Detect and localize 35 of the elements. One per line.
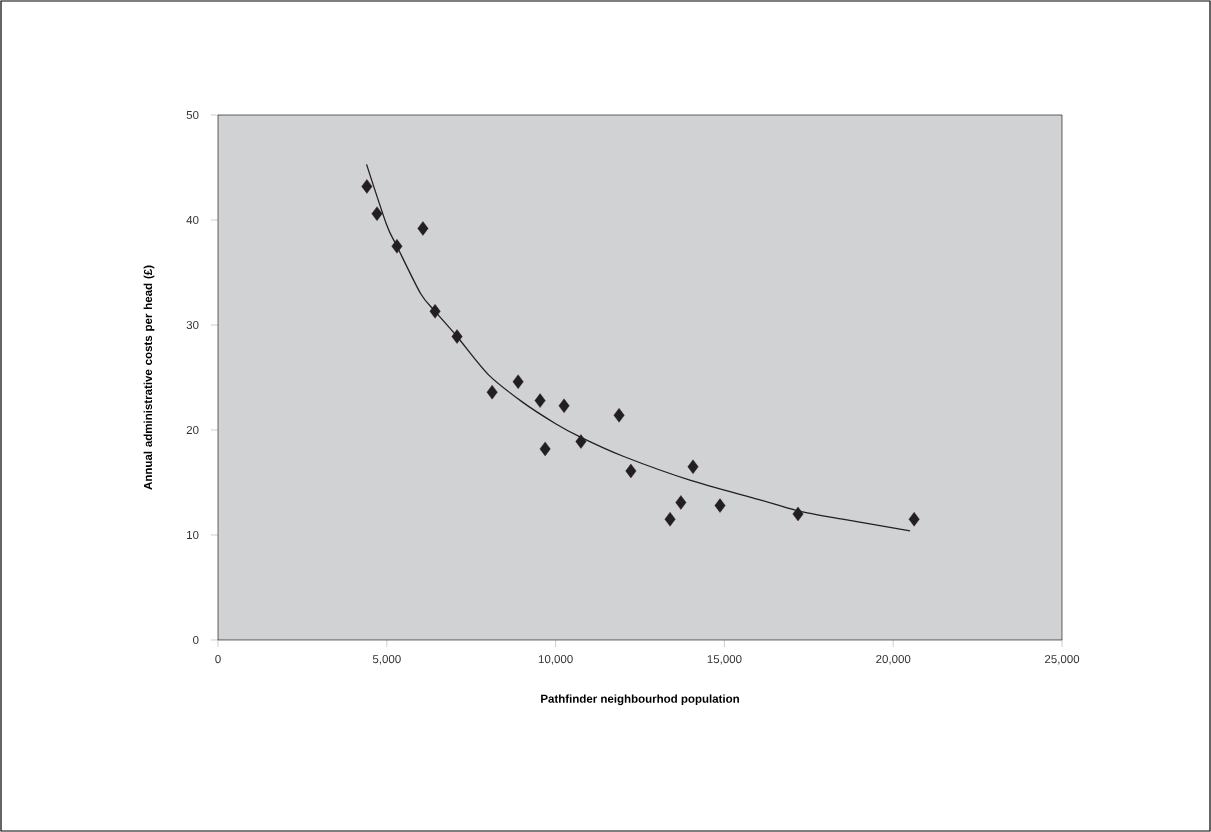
point [687,459,699,474]
x-tick-label: 0 [215,655,221,664]
line-series [365,163,911,532]
x-tick-label: 10,000 [538,655,573,665]
point [664,512,676,527]
point [512,374,524,389]
y-tick-label: 30 [186,320,199,330]
point [675,495,687,510]
point [534,393,546,408]
point [486,384,498,400]
y-tick-label: 20 [186,425,199,435]
point [558,398,570,414]
point [908,512,920,527]
point [391,239,403,254]
point [451,329,463,344]
x-tick-label: 15,000 [707,655,742,665]
point [371,206,383,221]
x-tick-label: 20,000 [876,655,911,665]
y-tick-label: 0 [193,635,199,645]
point [575,434,587,449]
y-axis-title: Annual administrative costs per head (£) [143,265,155,490]
point [625,463,637,479]
point [714,498,726,513]
point [539,441,551,457]
point [417,221,429,236]
point [361,179,373,194]
y-tick-label: 50 [186,110,199,120]
point [792,506,804,522]
point [429,304,441,319]
y-tick-label: 10 [187,530,199,540]
x-tick-label: 25,000 [1045,655,1080,665]
point [613,408,625,423]
x-axis-title: Pathfinder neighbourhod population [541,694,739,706]
y-tick-label: 40 [186,215,199,225]
x-tick-label: 5,000 [372,655,401,665]
